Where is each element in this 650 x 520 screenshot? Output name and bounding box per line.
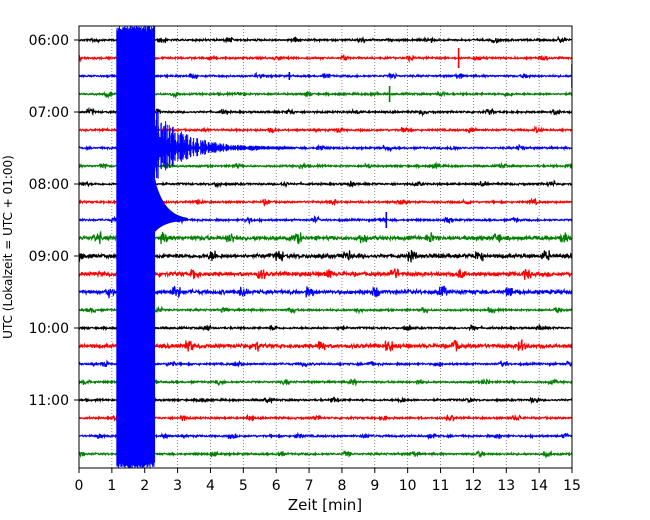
x-tick-label: 3 — [173, 478, 182, 494]
trace-line — [79, 377, 572, 387]
trace-line — [79, 305, 572, 315]
x-tick-label: 6 — [272, 478, 281, 494]
y-axis-label: UTC (Lokalzeit = UTC + 01:00) — [1, 155, 15, 339]
y-tick-label: 06:00 — [29, 33, 69, 49]
x-tick-label: 13 — [497, 478, 515, 494]
trace-line — [79, 53, 572, 64]
x-tick-label: 15 — [563, 478, 581, 494]
y-tick-label: 10:00 — [29, 321, 69, 337]
trace-line — [79, 230, 572, 245]
trace-line — [79, 285, 572, 299]
trace-line — [79, 107, 572, 117]
trace-line — [79, 35, 572, 45]
x-tick-label: 10 — [399, 478, 417, 494]
x-tick-label: 0 — [75, 478, 84, 494]
y-tick-label: 07:00 — [29, 105, 69, 121]
trace-line — [79, 323, 572, 333]
y-tick-label: 09:00 — [29, 249, 69, 265]
y-tick-label: 08:00 — [29, 177, 69, 193]
y-tick-label: 11:00 — [29, 393, 69, 409]
x-tick-label: 7 — [305, 478, 314, 494]
y-axis-ticks: 06:00 07:00 08:00 09:00 10:00 11:00 — [29, 33, 79, 409]
plot-frame — [78, 25, 573, 469]
x-tick-label: 12 — [464, 478, 482, 494]
earthquake-event — [116, 26, 294, 468]
x-tick-label: 14 — [530, 478, 548, 494]
x-tick-label: 2 — [140, 478, 149, 494]
trace-line — [79, 179, 572, 189]
x-tick-label: 9 — [370, 478, 379, 494]
trace-line — [79, 431, 572, 440]
trace-line — [79, 449, 572, 459]
x-tick-label: 1 — [107, 478, 116, 494]
trace-line — [79, 359, 572, 368]
trace-line — [79, 268, 572, 281]
trace-line — [79, 71, 572, 81]
event-waveform — [116, 26, 294, 468]
trace-line — [79, 339, 572, 352]
x-axis-ticks: 0 1 2 3 4 5 6 7 8 9 10 11 12 13 14 15 — [75, 468, 581, 494]
trace-line — [79, 396, 572, 405]
x-tick-label: 11 — [432, 478, 450, 494]
x-tick-label: 5 — [239, 478, 248, 494]
x-tick-label: 4 — [206, 478, 215, 494]
trace-line — [79, 413, 572, 422]
x-tick-label: 8 — [337, 478, 346, 494]
x-axis-label: Zeit [min] — [288, 496, 362, 514]
trace-line — [79, 90, 572, 100]
trace-line — [79, 250, 572, 263]
